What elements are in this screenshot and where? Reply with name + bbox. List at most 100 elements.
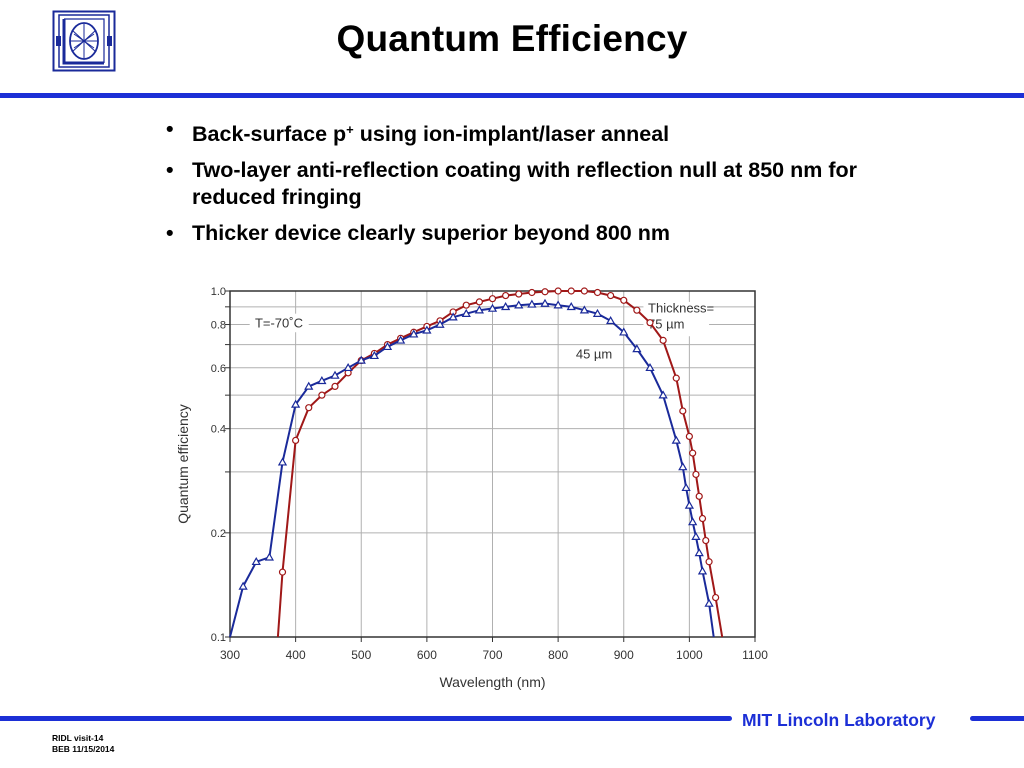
x-tick-label: 1000: [676, 648, 703, 662]
data-point: [659, 336, 667, 344]
data-point: [331, 382, 339, 391]
x-tick-label: 300: [220, 648, 240, 662]
bottom-divider-left: [0, 716, 732, 721]
data-point: [688, 517, 698, 526]
data-point: [695, 492, 703, 500]
data-point: [330, 370, 340, 379]
data-point: [694, 548, 704, 557]
data-point: [646, 319, 654, 327]
data-point: [369, 350, 380, 360]
data-point: [515, 290, 523, 298]
data-point: [474, 305, 485, 314]
data-point: [462, 301, 470, 309]
data-point: [712, 593, 720, 602]
data-point: [698, 514, 707, 523]
bullet-text-rest: using ion-implant/laser anneal: [353, 122, 670, 146]
data-point: [685, 432, 693, 440]
data-point: [681, 482, 691, 492]
y-axis-label: Quantum efficiency: [175, 404, 191, 524]
data-point: [475, 298, 483, 306]
y-tick-label: 1.0: [211, 286, 226, 298]
data-point: [264, 552, 275, 561]
top-divider: [0, 93, 1024, 98]
data-point: [619, 327, 629, 336]
data-point: [605, 316, 616, 325]
data-point: [488, 295, 497, 303]
y-tick-label: 0.8: [211, 320, 226, 332]
bottom-divider-right: [970, 716, 1024, 721]
data-point: [343, 362, 353, 372]
bullet-list: Back-surface p+ using ion-implant/laser …: [166, 116, 886, 256]
data-point: [356, 355, 366, 364]
data-point: [290, 399, 301, 408]
data-point: [593, 288, 602, 297]
y-tick-label: 0.6: [211, 363, 226, 375]
x-tick-label: 700: [482, 648, 502, 662]
footer-meta-line: BEB 11/15/2014: [52, 744, 115, 754]
qe-chart: 300 400 500 600 700 800 900 1000 1100 0.1 0.2 0.4 0.…: [175, 286, 768, 690]
data-point: [500, 302, 511, 311]
data-point: [317, 376, 327, 385]
data-point: [409, 329, 419, 338]
thin-series-annotation: 45 µm: [576, 347, 612, 362]
data-point: [435, 319, 445, 328]
data-point: [697, 566, 708, 575]
data-point: [567, 287, 575, 295]
bullet-text: Two-layer anti-reflection coating with r…: [192, 158, 857, 209]
data-point: [679, 407, 687, 415]
data-point: [554, 287, 562, 295]
data-point: [502, 291, 510, 300]
data-point: [678, 462, 688, 471]
data-point: [292, 436, 300, 445]
footer-meta-line: RIDL visit-14: [52, 733, 104, 743]
data-point: [702, 536, 710, 545]
bullet-item: Back-surface p+ using ion-implant/laser …: [166, 116, 886, 148]
data-point: [692, 470, 700, 479]
bullet-item: Two-layer anti-reflection coating with r…: [166, 157, 886, 211]
x-tick-label: 400: [286, 648, 306, 662]
data-point: [704, 598, 714, 607]
data-point: [251, 556, 261, 566]
data-point: [278, 568, 287, 576]
data-point: [382, 341, 393, 351]
data-point: [528, 288, 536, 297]
thickness-label-bg: [643, 301, 710, 337]
bullet-superscript: +: [346, 122, 354, 137]
data-point: [632, 344, 642, 353]
data-point: [671, 435, 681, 444]
data-point: [527, 299, 537, 308]
data-point: [705, 558, 713, 566]
data-point: [607, 291, 615, 300]
data-point: [422, 325, 432, 334]
data-point: [461, 308, 471, 317]
mit-ll-logo-icon: [52, 10, 116, 72]
data-point: [541, 288, 549, 296]
x-axis-label: Wavelength (nm): [439, 674, 545, 690]
x-tick-label: 500: [351, 648, 371, 662]
data-point: [566, 302, 576, 311]
data-point: [305, 404, 313, 412]
data-point: [304, 381, 314, 390]
data-point: [277, 457, 288, 466]
temperature-annotation: T=-70˚C: [255, 316, 303, 331]
data-point: [633, 306, 641, 314]
data-point: [448, 312, 458, 321]
temp-label-bg: [249, 313, 309, 333]
bullet-item: Thicker device clearly superior beyond 8…: [166, 220, 886, 247]
data-point: [553, 300, 563, 309]
data-point: [238, 581, 248, 590]
x-tick-label: 800: [548, 648, 568, 662]
y-tick-label: 0.4: [211, 424, 226, 436]
data-point: [689, 449, 697, 457]
y-tick-label: 0.2: [211, 528, 226, 540]
data-point: [579, 305, 590, 314]
data-point: [318, 391, 326, 399]
x-tick-label: 1100: [742, 648, 768, 662]
data-point: [691, 531, 701, 540]
data-point: [620, 296, 628, 304]
data-point: [487, 303, 498, 312]
thickness-annotation-value: 75 µm: [648, 317, 684, 332]
footer-meta: RIDL visit-14 BEB 11/15/2014: [52, 733, 114, 755]
y-tick-label: 0.1: [211, 632, 226, 644]
data-point: [645, 362, 655, 372]
